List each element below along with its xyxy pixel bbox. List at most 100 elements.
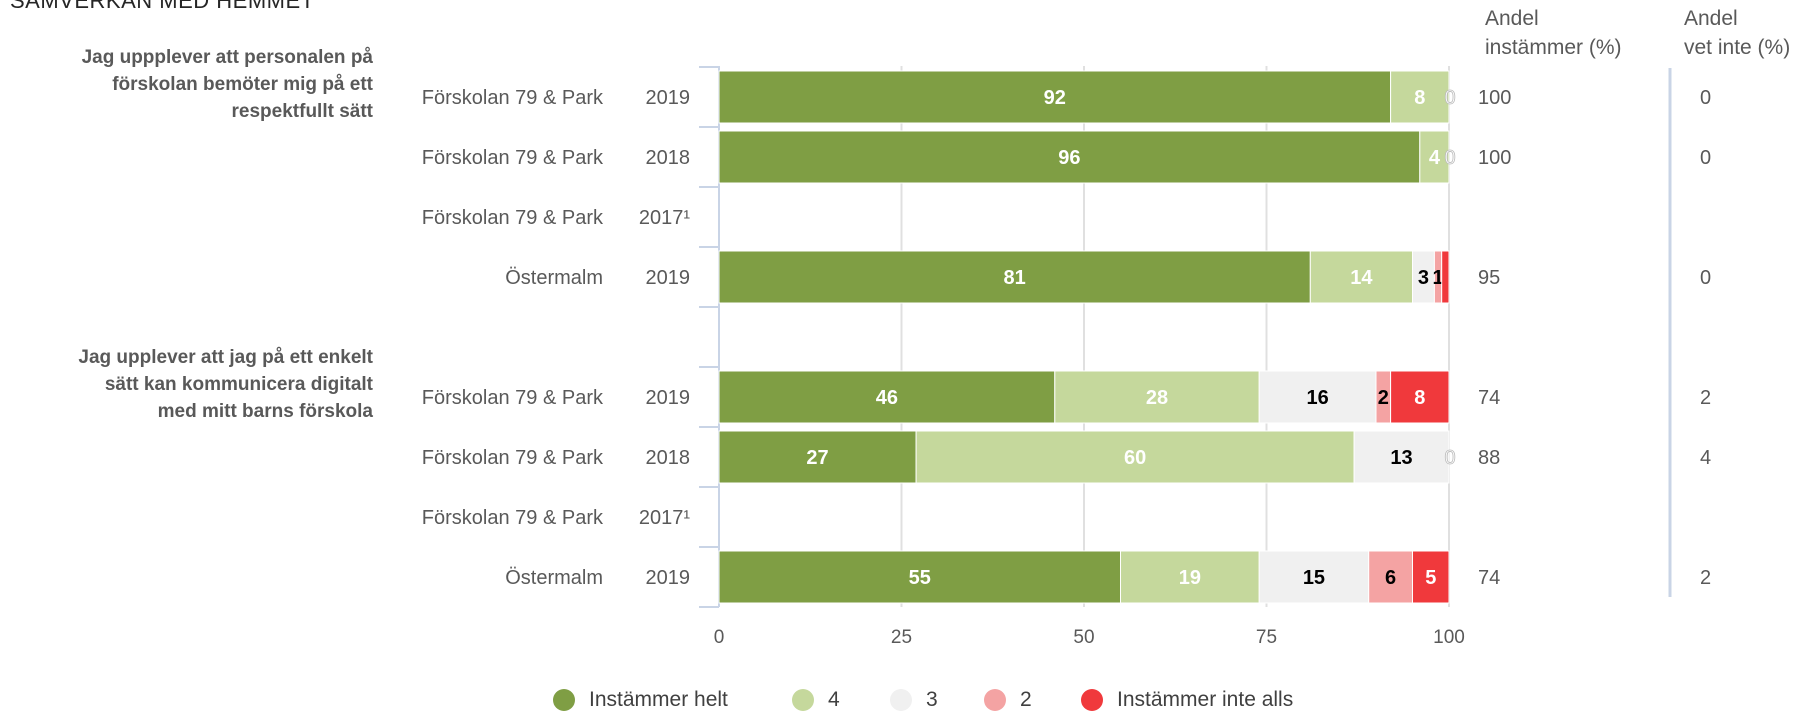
dontknow-column-header-line2: vet inte (%) (1684, 36, 1791, 59)
year-label: 2017¹ (639, 207, 690, 229)
unit-label: Förskolan 79 & Park (422, 87, 604, 109)
data-label: 60 (1124, 447, 1146, 469)
bar-segment (718, 70, 1392, 124)
data-label: 0 (1444, 87, 1455, 109)
dontknow-percent: 2 (1700, 567, 1711, 589)
bar-segment (1368, 550, 1413, 604)
dontknow-column-header: Andel vet inte (%) (1684, 4, 1790, 62)
agree-column-header: Andel instämmer (%) (1485, 4, 1622, 62)
bar-segment (1120, 550, 1260, 604)
agree-percent: 100 (1478, 87, 1511, 109)
legend-marker-icon (1081, 689, 1103, 711)
dontknow-percent: 0 (1700, 267, 1711, 289)
agree-percent: 74 (1478, 387, 1500, 409)
data-label: 55 (909, 567, 931, 589)
unit-label: Förskolan 79 & Park (422, 387, 604, 409)
unit-label: Förskolan 79 & Park (422, 147, 604, 169)
legend-label: 2 (1020, 688, 1032, 711)
year-label: 2018 (646, 447, 691, 469)
dontknow-percent: 0 (1700, 87, 1711, 109)
unit-label: Östermalm (505, 567, 603, 589)
agree-column-header-line1: Andel (1485, 7, 1539, 30)
agree-percent: 88 (1478, 447, 1500, 469)
data-label: 13 (1390, 447, 1412, 469)
bar-segment (1353, 430, 1450, 484)
legend-label: 4 (828, 688, 840, 711)
unit-label: Östermalm (505, 267, 603, 289)
year-label: 2019 (646, 267, 691, 289)
legend-marker-icon (984, 689, 1006, 711)
x-tick-label: 75 (1256, 627, 1277, 648)
data-label: 14 (1350, 267, 1373, 289)
data-label: 92 (1044, 87, 1066, 109)
data-label: 1 (1432, 267, 1443, 289)
legend-item[interactable]: Instämmer inte alls (1081, 688, 1293, 712)
legend-item[interactable]: 2 (984, 688, 1032, 712)
legend-label: Instämmer inte alls (1117, 688, 1294, 711)
question-label: förskolan bemöter mig på ett (112, 74, 373, 95)
bar-segment (718, 370, 1056, 424)
data-label: 46 (876, 387, 898, 409)
question-label: Jag uppplever att personalen på (82, 47, 374, 68)
legend-marker-icon (890, 689, 912, 711)
legend-item[interactable]: Instämmer helt (553, 688, 728, 712)
bar-segment (718, 250, 1311, 304)
data-label: 4 (1429, 147, 1441, 169)
unit-label: Förskolan 79 & Park (422, 507, 604, 529)
data-label: 2 (1378, 387, 1389, 409)
year-label: 2018 (646, 147, 691, 169)
year-label: 2019 (646, 387, 691, 409)
legend-label: 3 (926, 688, 938, 711)
data-label: 5 (1425, 567, 1436, 589)
bar-segment (718, 550, 1121, 604)
x-tick-label: 0 (714, 627, 725, 648)
x-tick-label: 50 (1073, 627, 1094, 648)
data-label: 6 (1385, 567, 1396, 589)
data-label: 28 (1146, 387, 1168, 409)
bar-segment (1054, 370, 1260, 424)
unit-label: Förskolan 79 & Park (422, 447, 604, 469)
question-label: Jag upplever att jag på ett enkelt (78, 347, 373, 368)
bar-segment (1390, 370, 1450, 424)
legend-item[interactable]: 3 (890, 688, 938, 712)
dontknow-column-header-line1: Andel (1684, 7, 1738, 30)
dontknow-percent: 0 (1700, 147, 1711, 169)
data-label: 16 (1306, 387, 1328, 409)
data-label: 3 (1418, 267, 1429, 289)
data-label: 19 (1179, 567, 1201, 589)
question-label: med mitt barns förskola (158, 401, 374, 422)
agree-percent: 95 (1478, 267, 1500, 289)
data-label: 0 (1444, 447, 1455, 469)
year-label: 2019 (646, 87, 691, 109)
unit-label: Förskolan 79 & Park (422, 207, 604, 229)
chart-legend: Instämmer helt 4 3 2 Instämmer inte alls (0, 688, 1810, 717)
bar-segment (1258, 550, 1370, 604)
data-label: 15 (1303, 567, 1325, 589)
bar-segment (1412, 550, 1450, 604)
dontknow-percent: 2 (1700, 387, 1711, 409)
legend-marker-icon (553, 689, 575, 711)
dontknow-percent: 4 (1700, 447, 1711, 469)
year-label: 2017¹ (639, 507, 690, 529)
data-label: 96 (1058, 147, 1080, 169)
data-label: 81 (1004, 267, 1026, 289)
bar-segment (1441, 250, 1450, 304)
agree-column-header-line2: instämmer (%) (1485, 36, 1622, 59)
bar-segment (1419, 130, 1450, 184)
page-title: SAMVERKAN MED HEMMET (10, 0, 315, 13)
agree-percent: 74 (1478, 567, 1500, 589)
legend-marker-icon (792, 689, 814, 711)
agree-percent: 100 (1478, 147, 1511, 169)
bar-segment (1258, 370, 1377, 424)
x-tick-label: 25 (891, 627, 912, 648)
data-label: 0 (1444, 147, 1455, 169)
x-tick-label: 100 (1433, 627, 1465, 648)
bar-segment (718, 430, 917, 484)
data-label: 8 (1414, 87, 1425, 109)
question-label: respektfullt sätt (232, 101, 374, 122)
question-label: sätt kan kommunicera digitalt (105, 374, 374, 395)
legend-item[interactable]: 4 (792, 688, 840, 712)
year-label: 2019 (646, 567, 691, 589)
data-label: 8 (1414, 387, 1425, 409)
